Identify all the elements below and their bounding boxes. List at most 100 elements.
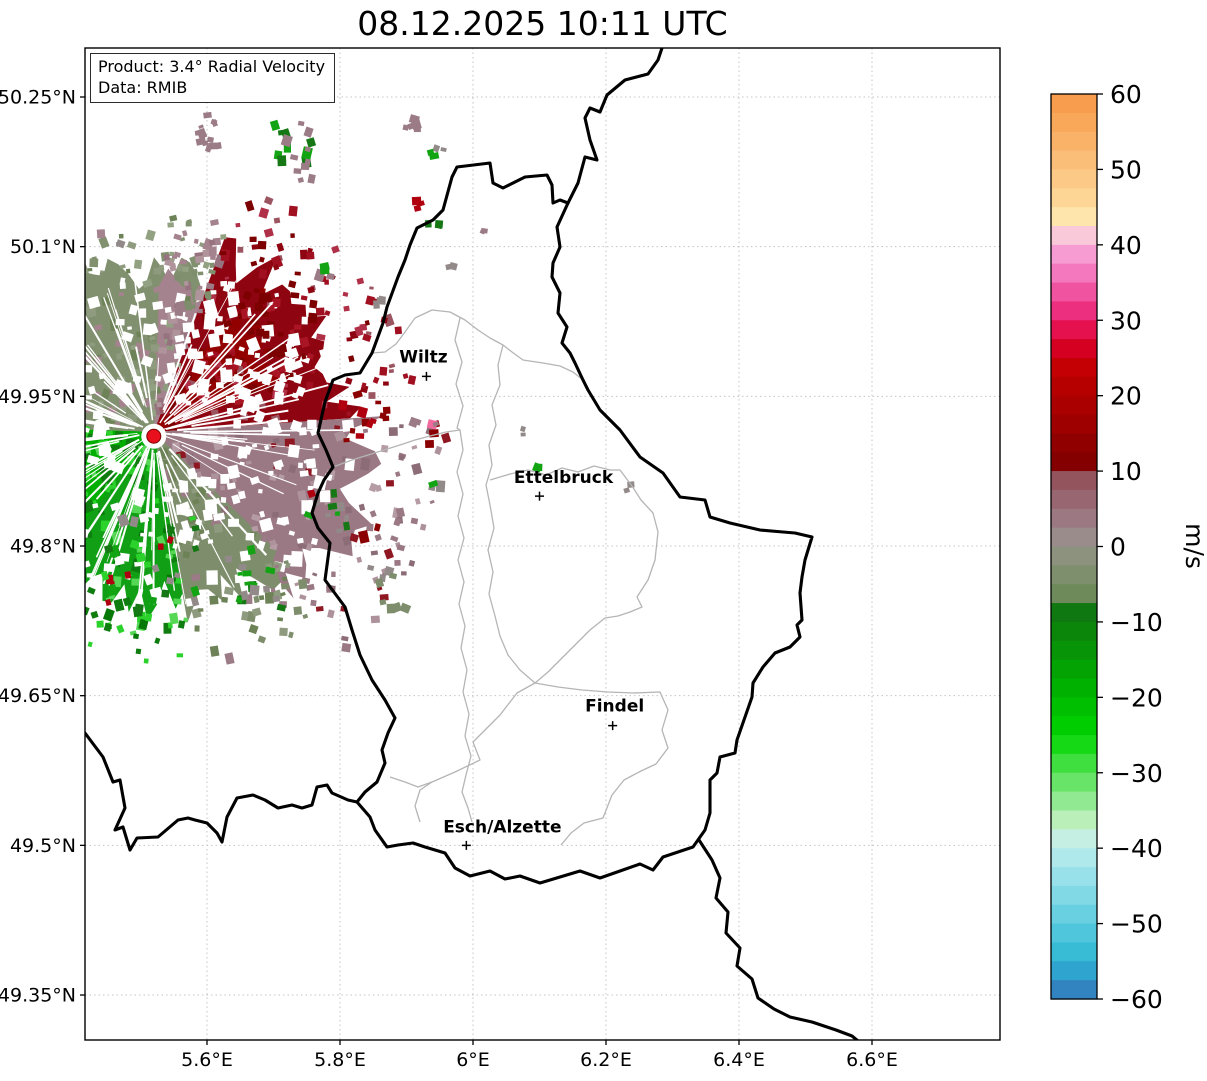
colorbar-segment xyxy=(1051,772,1097,793)
colorbar-segment xyxy=(1051,942,1097,962)
colorbar-segment xyxy=(1051,414,1097,434)
lon-tick-label: 6°E xyxy=(456,1049,490,1071)
colorbar-segment xyxy=(1051,810,1097,830)
colorbar-tick-label: 0 xyxy=(1110,533,1126,562)
district-borders xyxy=(332,309,669,846)
colorbar-segment xyxy=(1051,395,1097,416)
lat-tick-label: 50.25°N xyxy=(0,87,76,109)
map-frame xyxy=(84,47,1001,1041)
radar-velocity-field xyxy=(85,111,635,665)
city-marker-findel xyxy=(608,721,618,731)
colorbar-segment xyxy=(1051,829,1097,849)
colorbar-segment xyxy=(1051,546,1097,566)
colorbar: 60 50 40 30 20 10 0 −10 −20 −30 −40 −50 −60 m/s xyxy=(1050,80,1207,1014)
colorbar-segment xyxy=(1051,169,1097,189)
colorbar-segment xyxy=(1051,753,1097,774)
colorbar-tick-label: −60 xyxy=(1110,985,1163,1014)
city-label-esch-alzette: Esch/Alzette xyxy=(443,817,561,837)
colorbar-segment xyxy=(1051,659,1097,680)
colorbar-tick-label: 20 xyxy=(1110,382,1142,411)
canton-border xyxy=(389,776,433,788)
axis-ticks xyxy=(80,96,873,1045)
clutter-speckles xyxy=(100,111,635,614)
colorbar-tick-label: 40 xyxy=(1110,231,1142,260)
velocity-wedge xyxy=(154,415,385,599)
colorbar-tick-label: −40 xyxy=(1110,834,1163,863)
lat-tick-label: 49.65°N xyxy=(0,685,76,707)
canton-border xyxy=(534,682,669,846)
lat-tick-label: 49.5°N xyxy=(10,835,76,857)
colorbar-segment xyxy=(1051,188,1097,208)
belgium-germany-border xyxy=(566,48,664,205)
lon-tick-label: 5.8°E xyxy=(314,1049,366,1071)
city-label-wiltz: Wiltz xyxy=(399,347,448,367)
lat-tick-label: 49.8°N xyxy=(10,536,76,558)
colorbar-segment xyxy=(1051,207,1097,227)
lon-tick-label: 5.6°E xyxy=(181,1049,233,1071)
colorbar-segment xyxy=(1051,603,1097,623)
colorbar-segment xyxy=(1051,735,1097,755)
lon-tick-label: 6.2°E xyxy=(580,1049,632,1071)
colorbar-segment xyxy=(1051,150,1097,171)
lat-tick-label: 50.1°N xyxy=(10,236,76,258)
radial-streaks xyxy=(85,273,352,605)
canton-border xyxy=(454,317,473,823)
product-label: Product: 3.4° Radial Velocity xyxy=(98,57,326,76)
colorbar-segment xyxy=(1051,961,1097,981)
city-annotations: Wiltz Ettelbruck Findel Esch/Alzette xyxy=(399,347,644,850)
city-label-findel: Findel xyxy=(585,697,644,717)
colorbar-segment xyxy=(1051,263,1097,284)
radar-site-marker xyxy=(141,423,167,449)
lat-tick-label: 49.35°N xyxy=(0,985,76,1007)
colorbar-segment xyxy=(1051,282,1097,302)
colorbar-unit-label: m/s xyxy=(1180,523,1207,569)
city-marker-esch-alzette xyxy=(461,840,471,850)
colorbar-tick-label: −10 xyxy=(1110,608,1163,637)
canton-border xyxy=(332,429,461,468)
city-label-ettelbruck: Ettelbruck xyxy=(514,468,614,488)
colorbar-segment xyxy=(1051,640,1097,661)
plot-title: 08.12.2025 10:11 UTC xyxy=(357,4,728,43)
colorbar-segment xyxy=(1051,452,1097,472)
colorbar-tick-label: 60 xyxy=(1110,80,1142,109)
colorbar-segment xyxy=(1051,885,1097,906)
data-source-label: Data: RMIB xyxy=(98,78,188,98)
colorbar-segment xyxy=(1051,376,1097,397)
colorbar-segment xyxy=(1051,980,1097,1000)
colorbar-tick-label: 30 xyxy=(1110,306,1142,335)
colorbar-segment xyxy=(1051,848,1097,868)
colorbar-tick-label: −50 xyxy=(1110,910,1163,939)
colorbar-segment xyxy=(1051,716,1097,736)
lon-tick-label: 6.4°E xyxy=(713,1049,765,1071)
colorbar-segment xyxy=(1051,527,1097,548)
colorbar-segment xyxy=(1051,301,1097,321)
colorbar-segment xyxy=(1051,697,1097,717)
belgium-france-border xyxy=(85,731,359,852)
colorbar-segment xyxy=(1051,320,1097,340)
colorbar-segment xyxy=(1051,867,1097,887)
radar-site-dot xyxy=(146,428,162,444)
colorbar-segment xyxy=(1051,621,1097,642)
canton-border xyxy=(414,682,536,823)
colorbar-tick-label: −30 xyxy=(1110,759,1163,788)
colorbar-segment xyxy=(1051,471,1097,491)
colorbar-segment xyxy=(1051,131,1097,152)
country-borders xyxy=(85,48,860,1040)
colorbar-segment xyxy=(1051,94,1097,114)
colorbar-segment xyxy=(1051,565,1097,585)
colorbar-segment xyxy=(1051,339,1097,359)
colorbar-tick-label: 10 xyxy=(1110,457,1142,486)
axis-tick-labels: 5.6°E 5.8°E 6°E 6.2°E 6.4°E 6.6°E 50.25°N 50.1°… xyxy=(0,87,898,1072)
colorbar-segment xyxy=(1051,489,1097,510)
colorbar-segment xyxy=(1051,433,1097,453)
colorbar-segment xyxy=(1051,508,1097,529)
colorbar-tick-label: 50 xyxy=(1110,155,1142,184)
colorbar-segment xyxy=(1051,225,1097,246)
lat-tick-label: 49.95°N xyxy=(0,386,76,408)
colorbar-segment xyxy=(1051,244,1097,265)
colorbar-segment xyxy=(1051,357,1097,378)
colorbar-segment xyxy=(1051,904,1097,925)
colorbar-segment xyxy=(1051,791,1097,812)
